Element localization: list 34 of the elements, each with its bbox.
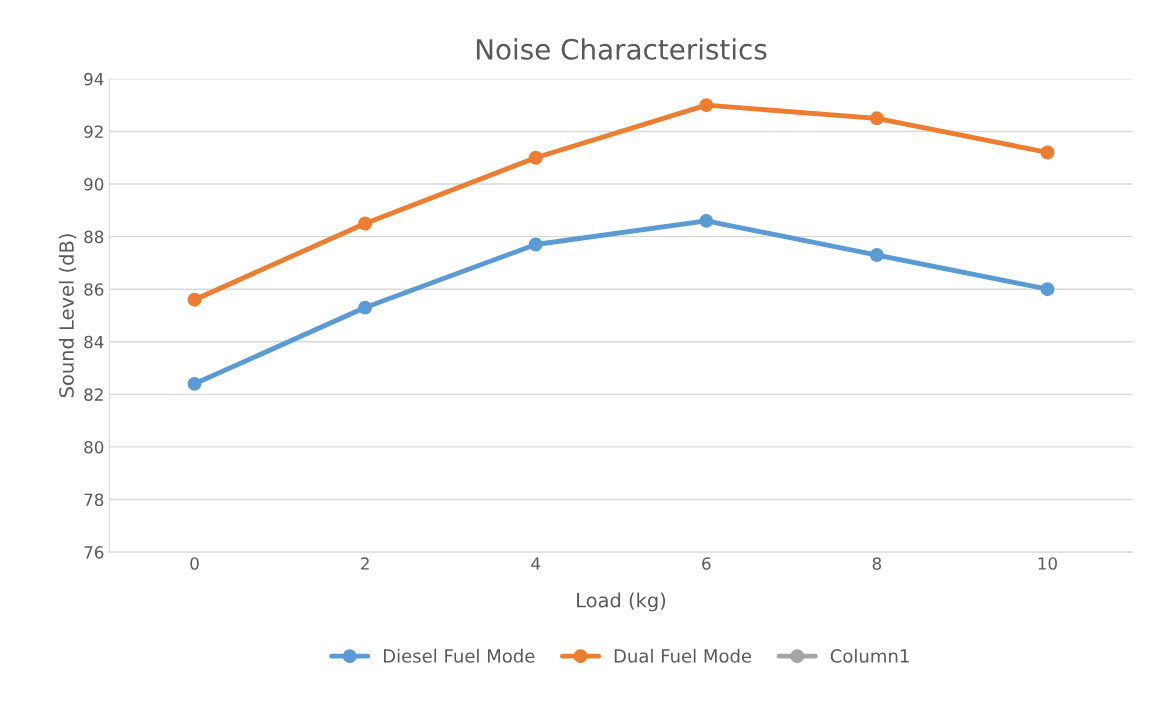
y-tick-label: 78 (84, 493, 104, 507)
chart-title: Noise Characteristics (476, 38, 767, 60)
point (528, 237, 543, 252)
point (528, 150, 543, 165)
x-tick-label: 4 (531, 557, 541, 570)
y-axis-title: Sound Level (dB) (58, 234, 77, 398)
x-tick-label: 2 (361, 557, 369, 570)
legend-label: Column1 (830, 648, 909, 663)
point (699, 98, 714, 113)
legend-label: Diesel Fuel Mode (383, 648, 535, 663)
y-tick-label: 80 (84, 440, 104, 454)
y-tick-label: 82 (84, 388, 103, 401)
y-tick-label: 88 (84, 230, 104, 244)
y-tick-label: 76 (84, 546, 104, 559)
y-tick-label: 90 (84, 177, 104, 191)
x-tick-label: 8 (872, 557, 882, 570)
point (187, 376, 202, 391)
point (869, 248, 884, 262)
legend-label: Dual Fuel Mode (614, 648, 752, 663)
point (1040, 145, 1055, 160)
point (187, 292, 202, 307)
x-axis-title: Load (kg) (577, 592, 666, 612)
point (699, 213, 714, 228)
point (358, 300, 373, 315)
point (358, 216, 373, 231)
point (1040, 282, 1055, 297)
x-tick-label: 10 (1038, 557, 1057, 570)
y-tick-label: 92 (84, 125, 103, 139)
y-tick-label: 84 (84, 335, 104, 349)
x-tick-label: 0 (190, 557, 199, 570)
point (869, 111, 884, 126)
y-tick-label: 86 (84, 283, 104, 296)
y-tick-label: 94 (84, 72, 104, 86)
x-tick-label: 6 (702, 557, 711, 570)
